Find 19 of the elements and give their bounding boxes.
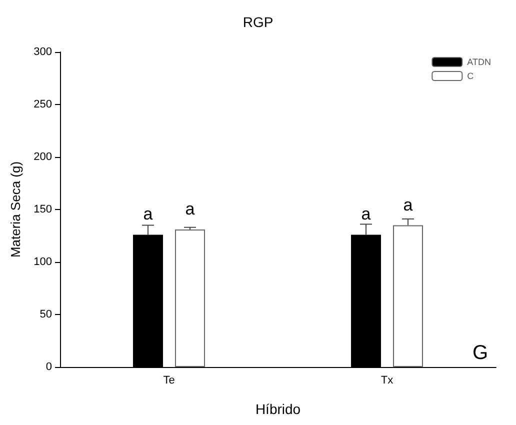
y-tick-label: 150 <box>34 204 52 216</box>
x-tick-label: Tx <box>380 374 394 386</box>
y-tick-label: 50 <box>40 308 52 320</box>
data-label: a <box>403 195 414 214</box>
y-tick-label: 0 <box>46 361 52 373</box>
x-tick-label: Te <box>163 374 175 386</box>
legend-label: ATDN <box>467 57 492 67</box>
legend-label: C <box>467 71 474 81</box>
y-tick-label: 100 <box>34 256 52 268</box>
data-label: a <box>185 199 196 218</box>
y-tick-label: 200 <box>34 151 52 163</box>
y-axis-title: Materia Seca (g) <box>8 161 23 258</box>
data-label: a <box>143 204 154 224</box>
y-tick-label: 300 <box>34 46 52 58</box>
data-label: a <box>361 204 372 224</box>
x-axis-title: Híbrido <box>255 401 301 417</box>
y-tick-label: 250 <box>34 98 52 110</box>
chart-title: RGP <box>242 14 274 30</box>
annotation: G <box>472 342 488 364</box>
